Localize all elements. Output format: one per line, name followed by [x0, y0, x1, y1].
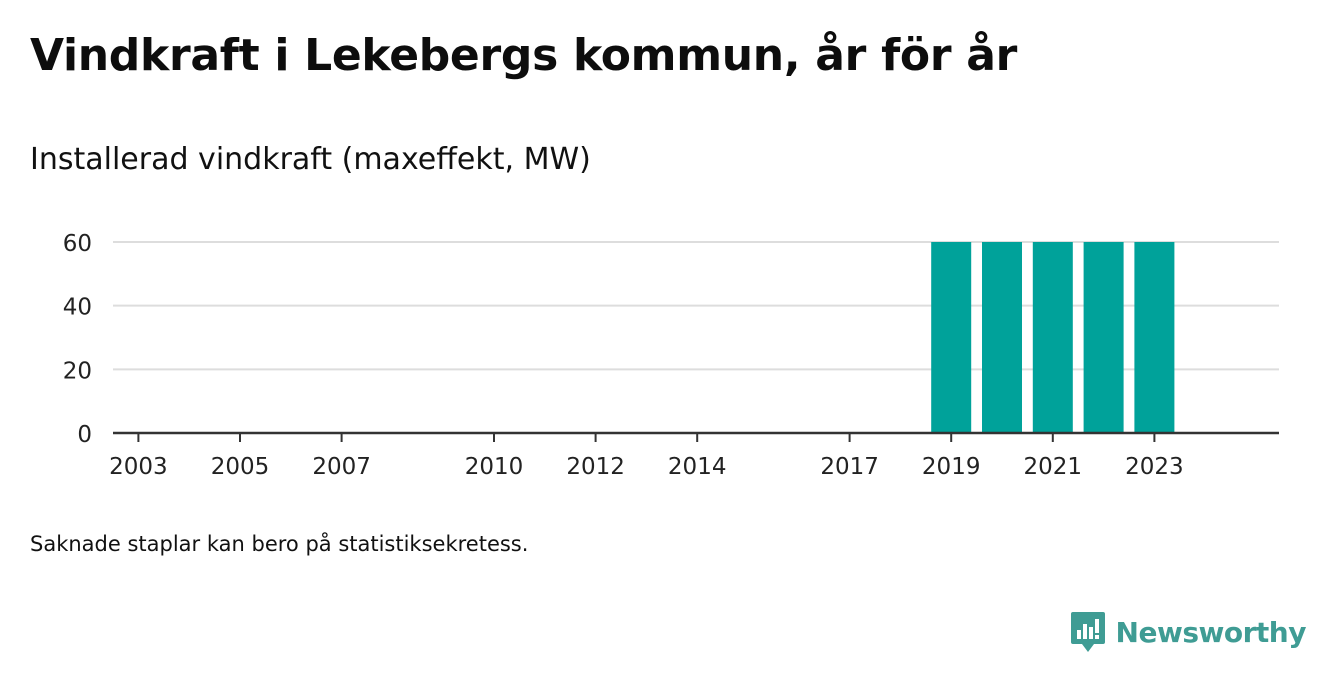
- bar-2021: [1032, 242, 1073, 433]
- x-tick-label-2019: 2019: [922, 454, 981, 480]
- y-tick-label-40: 40: [63, 295, 92, 321]
- x-tick-label-2021: 2021: [1024, 454, 1083, 480]
- y-tick-label-60: 60: [63, 231, 92, 257]
- bars: [931, 242, 1175, 433]
- x-tick-label-2010: 2010: [465, 454, 524, 480]
- bar-2019: [931, 242, 972, 433]
- x-tick-label-2014: 2014: [668, 454, 727, 480]
- tick-labels: 0 20 40 60 2003 2005 2007 2010 2012 2014 2017 2019 2…: [63, 231, 1184, 480]
- bar-2023: [1134, 242, 1175, 433]
- y-tick-label-20: 20: [63, 358, 92, 384]
- x-tick-label-2012: 2012: [566, 454, 625, 480]
- bar-2020: [982, 242, 1022, 433]
- brand-name: Newsworthy: [1115, 615, 1307, 649]
- newsworthy-logo-icon: [1070, 612, 1105, 652]
- x-tick-label-2005: 2005: [211, 454, 270, 480]
- newsworthy-logo[interactable]: Newsworthy: [1070, 610, 1307, 654]
- x-tick-label-2003: 2003: [109, 454, 168, 480]
- bar-chart: 0 20 40 60 2003 2005 2007 2010 2012 2014 2017 2019 2…: [63, 231, 1279, 480]
- chart-title: Vindkraft i Lekebergs kommun, år för år: [30, 30, 1018, 81]
- x-tick-label-2017: 2017: [820, 454, 879, 480]
- y-tick-label-0: 0: [77, 422, 92, 448]
- chart-subtitle: Installerad vindkraft (maxeffekt, MW): [30, 142, 591, 177]
- bar-2022: [1083, 242, 1124, 433]
- x-tick-label-2007: 2007: [312, 454, 371, 480]
- x-tick-label-2023: 2023: [1125, 454, 1184, 480]
- axes: [113, 431, 1279, 442]
- footnote: Saknade staplar kan bero på statistiksek…: [30, 532, 529, 556]
